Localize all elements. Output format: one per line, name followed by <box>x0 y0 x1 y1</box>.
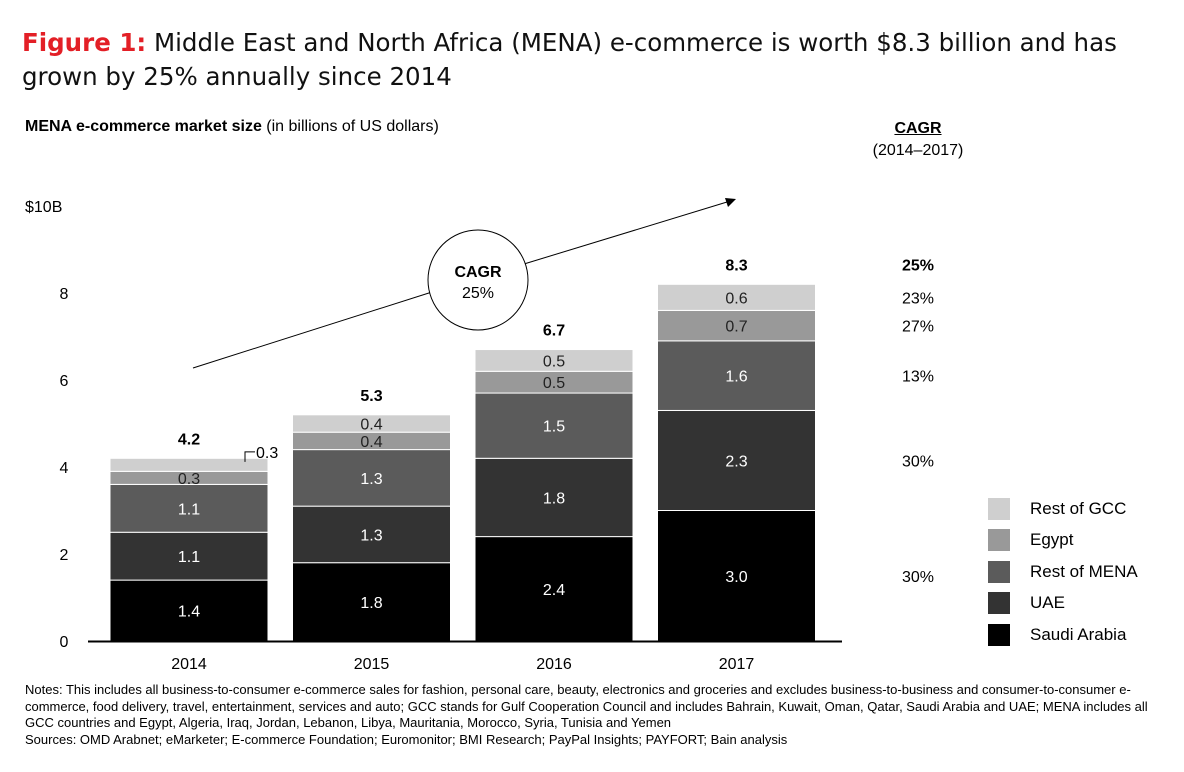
legend-swatch <box>988 497 1010 520</box>
bar-segment <box>474 392 634 459</box>
chart-subtitle-units: (in billions of US dollars) <box>266 118 439 135</box>
legend-item: Egypt <box>988 525 1138 557</box>
bar-segment <box>474 457 634 538</box>
bar-segment <box>109 457 269 472</box>
sources-text: Sources: OMD Arabnet; eMarketer; E-comme… <box>25 731 788 747</box>
legend-swatch <box>988 529 1010 552</box>
segment-value-label: 1.3 <box>360 471 382 488</box>
trend-line-right <box>523 201 728 265</box>
cagr-bubble-label: CAGR <box>454 264 502 281</box>
bar-segment <box>657 309 816 342</box>
segment-value-label: 1.1 <box>178 501 200 518</box>
segment-value-label: 1.4 <box>178 604 200 621</box>
figure-title-text: Middle East and North Africa (MENA) e-co… <box>22 28 1117 91</box>
legend-item: Saudi Arabia <box>988 619 1138 651</box>
bar-segment <box>292 449 451 507</box>
legend-swatch <box>988 560 1010 583</box>
segment-value-label: 2.3 <box>725 453 747 470</box>
legend-label: UAE <box>1030 593 1065 613</box>
y-tick-label: 4 <box>60 460 69 477</box>
cagr-series-value: 30% <box>902 569 934 586</box>
x-tick-label: 2016 <box>536 656 572 673</box>
bar-segment <box>657 510 816 642</box>
bar-segment <box>292 414 451 433</box>
legend-item: UAE <box>988 588 1138 620</box>
notes-text: Notes: This includes all business-to-con… <box>25 682 1148 730</box>
callout-leader-line <box>244 451 255 462</box>
segment-value-label: 3.0 <box>725 569 747 586</box>
y-axis: 0 2 4 6 8 $10B <box>25 199 69 651</box>
y-tick-label: 2 <box>60 547 69 564</box>
bar-total-label: 6.7 <box>543 323 565 340</box>
segment-value-label: 1.1 <box>178 549 200 566</box>
bar-segment <box>474 349 634 372</box>
bar-segment <box>657 340 816 411</box>
figure-label: Figure 1: <box>22 28 147 57</box>
cagr-bubble: CAGR 25% <box>427 229 529 331</box>
segment-value-label: 0.3 <box>178 471 200 488</box>
cagr-header-title: CAGR <box>894 120 942 137</box>
cagr-series-value: 30% <box>902 453 934 470</box>
segment-value-label: 0.5 <box>543 353 565 370</box>
chart-notes: Notes: This includes all business-to-con… <box>25 682 1160 748</box>
segment-value-label: 0.4 <box>360 417 382 434</box>
bar-total-label: 8.3 <box>725 257 747 274</box>
stacked-bar-chart: 0 2 4 6 8 $10B 1.4 1.1 1.1 0.3 4.2 1.8 1.3 1.3 0.40.4… <box>25 198 934 673</box>
cagr-header-period: (2014–2017) <box>872 142 964 159</box>
cagr-bubble-circle <box>427 229 529 331</box>
trend-arrowhead <box>725 198 736 207</box>
bar-segment <box>657 283 816 311</box>
cagr-series-value: 13% <box>902 369 934 386</box>
bar-segment <box>657 409 816 512</box>
segment-value-label: 1.5 <box>543 419 565 436</box>
legend-item: Rest of MENA <box>988 556 1138 588</box>
chart-subtitle-bold: MENA e-commerce market size <box>25 118 262 135</box>
legend-item: Rest of GCC <box>988 493 1138 525</box>
bar-segment <box>474 536 634 642</box>
figure-title: Figure 1: Middle East and North Africa (… <box>22 26 1162 94</box>
cagr-column-header: CAGR (2014–2017) <box>852 118 984 162</box>
segment-value-label: 0.7 <box>725 319 747 336</box>
y-tick-label: 6 <box>60 373 69 390</box>
bars-group: 1.4 1.1 1.1 0.3 4.2 1.8 1.3 1.3 0.40.4 5.3 2.4 1.8 1… <box>109 257 816 642</box>
segment-value-label: 0.4 <box>360 434 382 451</box>
chart-subtitle: MENA e-commerce market size (in billions… <box>25 118 439 136</box>
bar-total-label: 5.3 <box>360 388 382 405</box>
legend-label: Egypt <box>1030 530 1074 550</box>
cagr-trend-arrow <box>192 198 736 369</box>
segment-value-label: 1.3 <box>360 527 382 544</box>
legend-label: Rest of GCC <box>1030 498 1127 518</box>
bar-segment <box>109 483 269 533</box>
y-tick-label: $10B <box>25 199 62 216</box>
cagr-series-value: 23% <box>902 290 934 307</box>
x-tick-label: 2015 <box>354 656 390 673</box>
legend-swatch <box>988 592 1010 615</box>
trend-line-left <box>192 291 433 369</box>
legend-swatch <box>988 623 1010 646</box>
segment-value-label: 1.6 <box>725 369 747 386</box>
callout-value-label: 0.3 <box>256 445 278 462</box>
x-tick-label: 2014 <box>171 656 207 673</box>
legend-label: Saudi Arabia <box>1030 624 1127 644</box>
segment-value-label: 1.8 <box>360 595 382 612</box>
y-tick-label: 8 <box>60 286 69 303</box>
cagr-bubble-value: 25% <box>462 285 494 302</box>
chart-legend: Rest of GCC Egypt Rest of MENA UAE Saudi Ara… <box>988 493 1138 651</box>
bar-total-label: 4.2 <box>178 431 200 448</box>
x-tick-label: 2017 <box>719 656 755 673</box>
segment-value-label: 0.5 <box>543 375 565 392</box>
cagr-total-value: 25% <box>902 257 934 274</box>
segment-value-label: 1.8 <box>543 490 565 507</box>
x-axis-labels: 2014 2015 2016 2017 <box>171 656 754 673</box>
cagr-values-column: 30% 30% 13% 27% 23% 25% <box>902 257 934 585</box>
y-tick-label: 0 <box>60 634 69 651</box>
cagr-series-value: 27% <box>902 319 934 336</box>
legend-label: Rest of MENA <box>1030 561 1138 581</box>
segment-value-label: 0.6 <box>725 290 747 307</box>
segment-value-label: 2.4 <box>543 582 565 599</box>
